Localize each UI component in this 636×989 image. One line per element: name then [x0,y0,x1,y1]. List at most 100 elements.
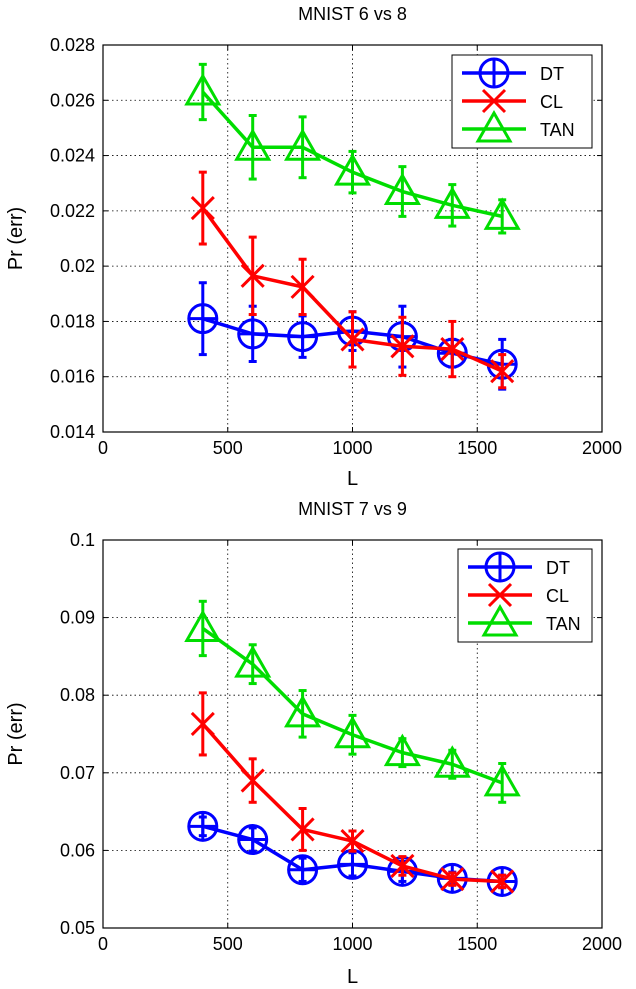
legend-label-cl: CL [540,92,563,112]
series-dt-point [237,824,269,856]
x-tick-label: 0 [98,438,108,458]
chart-1: 0 500 1000 1500 2000 0.014 0.016 0.018 0.02 0.022… [5,4,622,490]
series-tan-marker-triangle [234,645,272,678]
series-cl-point [340,327,365,352]
chart-title: MNIST 6 vs 8 [298,4,407,24]
series-cl-legend-marker-x2 [487,582,513,608]
series-cl-point [240,263,265,288]
x-axis-label: L [347,966,358,988]
series-dt-point [287,321,319,353]
x-tick-label: 0 [98,934,108,954]
series-tan-marker-triangle [483,763,521,797]
legend-label-dt: DT [540,64,564,84]
series-cl-marker-x2 [190,711,215,736]
series-cl-point [440,867,465,892]
series-tan-point [333,153,372,186]
legend-label-tan: TAN [546,614,581,634]
y-tick-label: 0.014 [50,422,95,442]
series-cl-point [440,337,465,362]
series-cl-marker-x2 [340,829,365,854]
series-cl-marker-x2 [240,768,265,793]
x-tick-label: 2000 [582,934,622,954]
y-tick-label: 0.07 [60,763,95,783]
series-dt-point [187,810,219,842]
series-cl-marker-x2 [390,853,415,878]
series-cl-marker-x2 [440,867,465,892]
y-tick-label: 0.1 [70,530,95,550]
chart-1-series-cl [190,170,515,390]
series-cl-point [290,817,315,842]
series-tan-marker-triangle [284,128,322,161]
series-tan-marker-triangle [433,186,471,219]
legend-label-tan: TAN [540,120,575,140]
y-tick-label: 0.08 [60,685,95,705]
y-axis-label: Pr (err) [5,702,27,765]
y-tick-label: 0.024 [50,146,95,166]
y-tick-label: 0.05 [60,918,95,938]
series-cl-point [290,274,315,299]
series-cl-point [390,334,415,359]
series-cl-marker-x2 [290,817,315,842]
series-tan-point [383,733,421,767]
series-tan-point [383,172,421,206]
series-tan-point [483,197,521,230]
y-axis-label: Pr (err) [5,207,27,270]
y-tick-label: 0.016 [50,367,95,387]
series-cl-marker-x2 [340,327,365,352]
series-cl-legend-marker-x2 [481,88,507,114]
series-cl-marker-x2 [240,263,265,288]
series-tan-marker-triangle [483,197,521,230]
series-cl-marker-x2 [440,337,465,362]
legend-label-dt: DT [546,558,570,578]
series-tan-marker-triangle [184,609,222,642]
x-axis-label: L [347,468,358,490]
y-tick-label: 0.02 [60,256,95,276]
series-cl-point [490,359,515,384]
series-cl-marker-x2 [290,274,315,299]
series-tan-line [201,627,503,785]
series-tan-point [234,645,272,678]
series-cl-marker-x2 [390,334,415,359]
series-tan-point [483,763,521,797]
series-tan-point [184,609,222,642]
series-tan-point [234,128,272,161]
series-tan-point [184,72,222,106]
chart-title: MNIST 7 vs 9 [298,499,407,519]
series-cl-marker-x2 [190,196,215,221]
series-tan-marker-triangle [333,715,372,749]
y-tick-label: 0.09 [60,608,95,628]
chart-2-series-tan [184,599,521,804]
series-tan-point [433,745,471,778]
chart-2: 0 500 1000 1500 2000 0.05 0.06 0.07 0.08 0.09 0.1 M… [5,499,622,988]
legend: DT CL TAN [451,54,593,149]
series-cl-point [390,853,415,878]
series-tan-point [284,694,322,728]
series-dt-point [237,318,269,350]
chart-1-series-tan [184,62,521,235]
series-tan-legend-marker-triangle [475,109,513,143]
series-cl-point [190,196,215,221]
series-tan-marker-triangle [333,153,372,186]
series-tan-line [201,90,503,219]
x-tick-label: 1500 [457,438,497,458]
y-tick-label: 0.06 [60,840,95,860]
series-tan-marker-triangle [234,128,272,161]
series-tan-marker-triangle [284,694,322,728]
series-tan-marker-triangle [383,172,421,206]
series-cl-marker-x2 [490,869,515,894]
x-tick-label: 1000 [332,438,372,458]
series-tan-marker-triangle [184,72,222,106]
series-tan-point [284,128,322,161]
x-tick-label: 1000 [332,934,372,954]
y-tick-label: 0.018 [50,311,95,331]
series-tan-marker-triangle [433,745,471,778]
x-tick-label: 1500 [457,934,497,954]
series-cl-point [240,768,265,793]
series-tan-legend-marker-triangle [481,603,519,637]
series-cl-point [190,711,215,736]
y-tick-label: 0.028 [50,35,95,55]
series-cl-point [490,869,515,894]
series-cl-marker-x2 [490,359,515,384]
series-cl-point [340,829,365,854]
